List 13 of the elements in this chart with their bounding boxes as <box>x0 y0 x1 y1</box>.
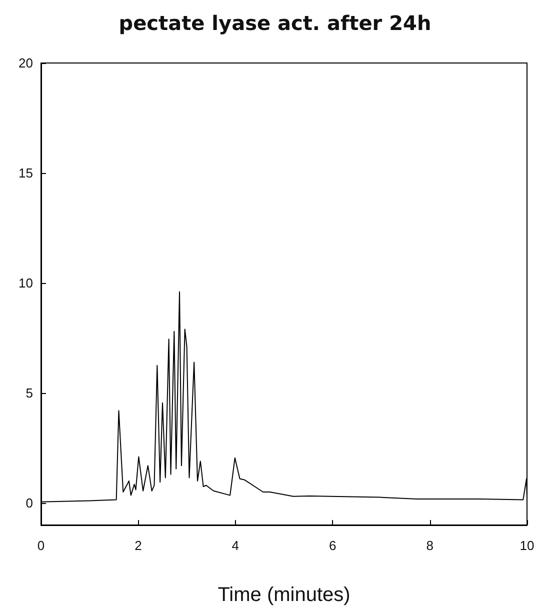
x-tick-label: 8 <box>426 538 434 553</box>
chart-title: pectate lyase act. after 24h <box>118 11 432 35</box>
x-tick-label: 0 <box>37 538 45 553</box>
x-tick-label: 4 <box>232 538 240 553</box>
y-tick-label: 20 <box>18 56 33 70</box>
y-tick-label: 10 <box>18 276 33 290</box>
x-tick-label: 2 <box>134 538 142 553</box>
y-tick-label: 5 <box>26 386 33 400</box>
y-tick-label: 0 <box>26 496 33 510</box>
x-axis-title: Time (minutes) <box>218 584 350 606</box>
y-tick-label: 15 <box>18 166 33 180</box>
x-tick-label: 6 <box>328 538 336 553</box>
x-tick-label: 10 <box>520 538 534 553</box>
